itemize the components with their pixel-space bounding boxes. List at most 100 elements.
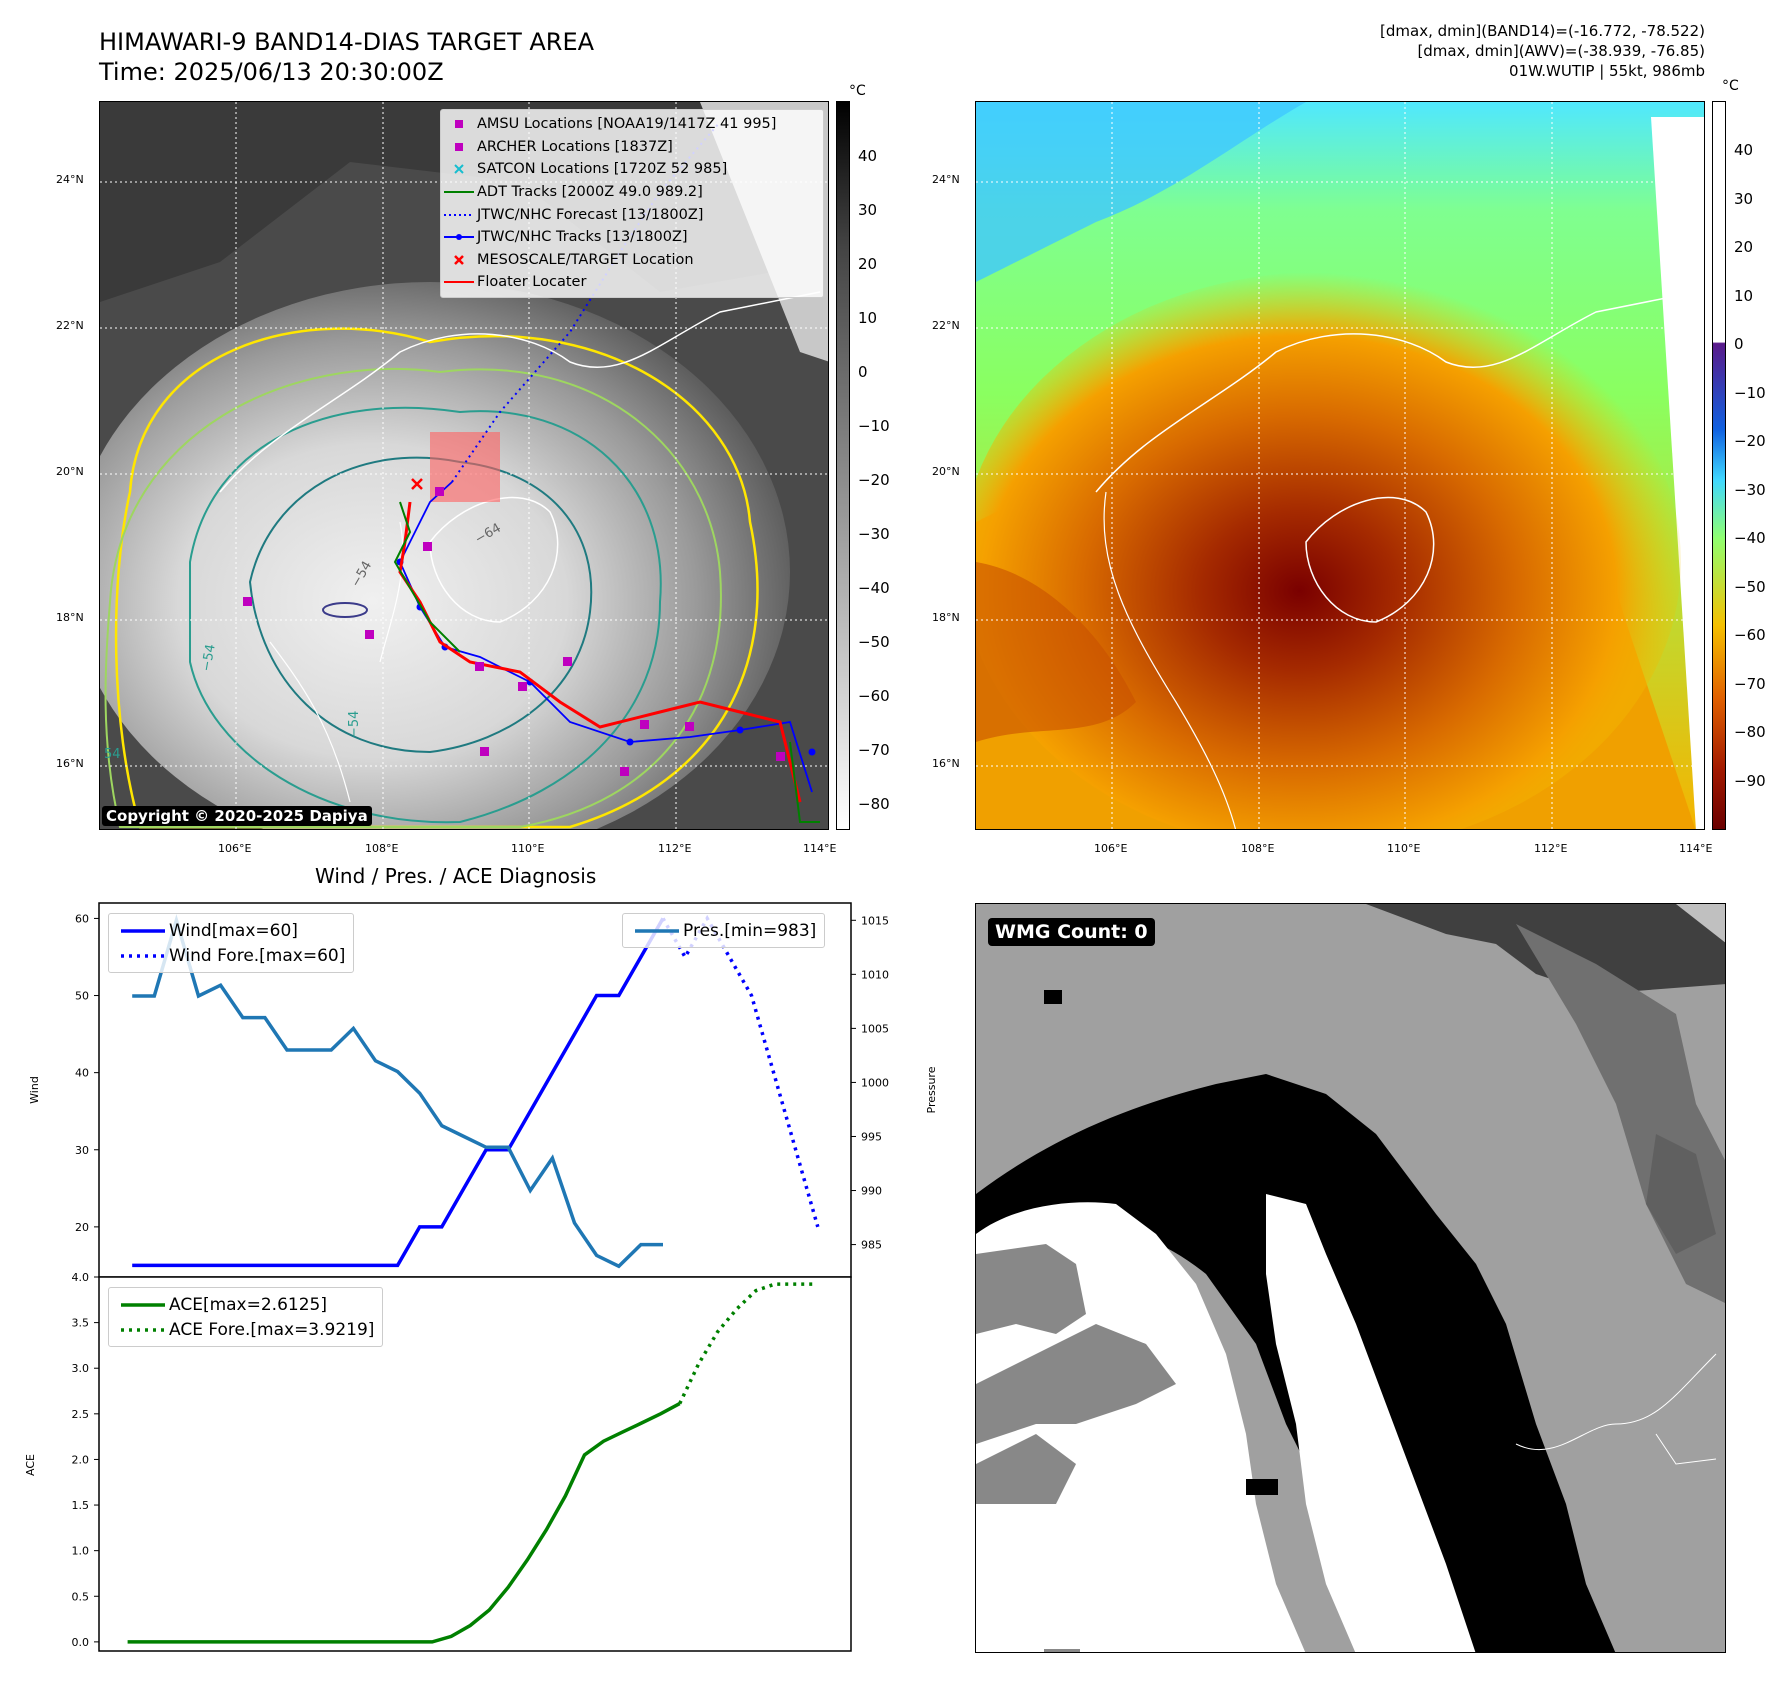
ace-series-line-1 [678, 1282, 813, 1405]
lat-tick: 16°N [932, 757, 960, 770]
line-icon [441, 272, 477, 292]
colorbar-tick: −30 [1734, 481, 1766, 499]
lat-tick: 24°N [932, 173, 960, 186]
lon-tick: 112°E [1534, 842, 1568, 855]
wind-ytick-label: 30 [75, 1144, 89, 1157]
colorbar-tick: 10 [858, 309, 878, 327]
ace-series-line-0 [127, 1402, 681, 1644]
ir-legend: AMSU Locations [NOAA19/1417Z 41 995] ARC… [440, 109, 824, 298]
lat-tick: 20°N [932, 465, 960, 478]
wind-ytick-label: 60 [75, 912, 89, 925]
line-dot-icon [441, 227, 477, 247]
colorbar-tick: 0 [1734, 335, 1744, 353]
lat-tick: 20°N [56, 465, 84, 478]
awv-colorbar-ticks: 40 30 20 10 0 −10 −20 −30 −40 −50 −60 −7… [1734, 101, 1784, 830]
dotted-line-icon [117, 1320, 169, 1340]
legend-item-satcon: SATCON Locations [1720Z 52 985] [441, 158, 823, 181]
ace-ytick-label: 2.0 [72, 1453, 90, 1466]
legend-item-ace-fore: ACE Fore.[max=3.9219] [117, 1317, 374, 1342]
pressure-ytick-label: 1000 [861, 1076, 889, 1089]
colorbar-tick: 10 [1734, 287, 1754, 305]
wmg-count-badge: WMG Count: 0 [988, 918, 1155, 946]
legend-label: AMSU Locations [NOAA19/1417Z 41 995] [477, 116, 777, 133]
colorbar-tick: 0 [858, 363, 868, 381]
ace-ytick-label: 1.5 [72, 1499, 90, 1512]
colorbar-tick: −60 [1734, 626, 1766, 644]
lat-tick: 22°N [56, 319, 84, 332]
lat-tick: 18°N [932, 611, 960, 624]
series-line-0 [132, 917, 665, 1268]
legend-label: Wind[max=60] [169, 920, 298, 941]
wind-ytick-label: 20 [75, 1221, 89, 1234]
lon-tick: 108°E [1241, 842, 1275, 855]
legend-label: Wind Fore.[max=60] [169, 945, 346, 966]
legend-item-wind-fore: Wind Fore.[max=60] [117, 943, 345, 968]
square-marker-icon [441, 114, 477, 134]
chart-title: HIMAWARI-9 BAND14-DIAS TARGET AREA [99, 28, 595, 56]
ace-ytick-label: 1.0 [72, 1545, 90, 1558]
diagnosis-chart: Wind Pressure ACE 20 30 40 50 60 985 990 995 100… [24, 902, 938, 1652]
wind-legend: Wind[max=60] Wind Fore.[max=60] [108, 913, 355, 973]
contour-label: −54 [199, 643, 219, 673]
legend-label: ADT Tracks [2000Z 49.0 989.2] [477, 184, 703, 201]
line-icon [117, 1295, 169, 1315]
wind-axis-label: Wind [28, 1076, 41, 1104]
legend-label: Pres.[min=983] [683, 920, 817, 941]
series-line-2 [132, 914, 663, 1269]
ace-ytick-label: 3.0 [72, 1362, 90, 1375]
legend-item-mesoscale: MESOSCALE/TARGET Location [441, 249, 823, 272]
lon-tick: 106°E [1094, 842, 1128, 855]
legend-label: SATCON Locations [1720Z 52 985] [477, 161, 728, 178]
awv-colorbar-unit: °C [1722, 78, 1739, 94]
ir-colorbar-ticks: 40 30 20 10 0 −10 −20 −30 −40 −50 −60 −7… [858, 101, 908, 830]
colorbar-tick: −20 [858, 471, 890, 489]
chart-time: Time: 2025/06/13 20:30:00Z [99, 58, 444, 86]
colorbar-tick: −30 [858, 525, 890, 543]
diagnosis-title: Wind / Pres. / ACE Diagnosis [315, 864, 597, 888]
contour-label: 54 [104, 747, 121, 762]
line-icon [441, 182, 477, 202]
colorbar-tick: −50 [1734, 578, 1766, 596]
square-marker-icon [441, 137, 477, 157]
ir-colorbar-unit: °C [849, 83, 866, 99]
pressure-ytick-label: 990 [861, 1185, 882, 1198]
legend-label: JTWC/NHC Tracks [13/1800Z] [477, 229, 688, 246]
awv-range: [dmax, dmin](AWV)=(-38.939, -76.85) [1417, 42, 1705, 60]
colorbar-tick: −10 [1734, 384, 1766, 402]
storm-info: 01W.WUTIP | 55kt, 986mb [1509, 62, 1705, 80]
lon-tick: 108°E [365, 842, 399, 855]
pressure-ytick-label: 985 [861, 1239, 882, 1252]
ace-axis-label: ACE [24, 1454, 37, 1476]
colorbar-tick: −70 [858, 741, 890, 759]
legend-label: ARCHER Locations [1837Z] [477, 138, 673, 155]
copyright-badge: Copyright © 2020-2025 Dapiya [102, 806, 372, 826]
legend-item-amsu: AMSU Locations [NOAA19/1417Z 41 995] [441, 113, 823, 136]
colorbar-tick: 40 [1734, 141, 1754, 159]
lon-tick: 114°E [803, 842, 837, 855]
legend-item-ace: ACE[max=2.6125] [117, 1292, 374, 1317]
legend-label: JTWC/NHC Forecast [13/1800Z] [477, 206, 704, 223]
lon-tick: 110°E [511, 842, 545, 855]
colorbar-tick: −10 [858, 417, 890, 435]
pressure-legend: Pres.[min=983] [622, 913, 826, 948]
legend-label: MESOSCALE/TARGET Location [477, 251, 694, 268]
legend-item-jtwc-tracks: JTWC/NHC Tracks [13/1800Z] [441, 226, 823, 249]
colorbar-tick: −60 [858, 687, 890, 705]
wmg-panel: WMG Count: 0 [975, 903, 1726, 1653]
legend-item-wind: Wind[max=60] [117, 918, 345, 943]
ace-ytick-label: 3.5 [72, 1317, 90, 1330]
ace-legend: ACE[max=2.6125] ACE Fore.[max=3.9219] [108, 1287, 384, 1347]
lon-tick: 110°E [1387, 842, 1421, 855]
band14-range: [dmax, dmin](BAND14)=(-16.772, -78.522) [1380, 22, 1705, 40]
awv-map-panel [975, 101, 1705, 830]
wind-ytick-label: 40 [75, 1067, 89, 1080]
line-icon [631, 921, 683, 941]
legend-item-floater: Floater Locater [441, 271, 823, 294]
awv-colorbar [1712, 101, 1726, 830]
lon-tick: 114°E [1679, 842, 1713, 855]
ace-ytick-label: 4.0 [72, 1271, 90, 1284]
legend-item-adt: ADT Tracks [2000Z 49.0 989.2] [441, 181, 823, 204]
legend-label: ACE[max=2.6125] [169, 1294, 327, 1315]
ace-ytick-label: 0.5 [72, 1590, 90, 1603]
lat-tick: 22°N [932, 319, 960, 332]
